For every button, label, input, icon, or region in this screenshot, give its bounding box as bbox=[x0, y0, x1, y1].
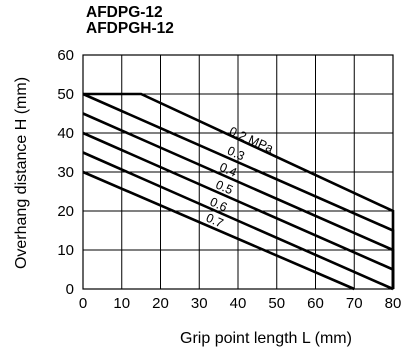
y-tick-labels: 0 10 20 30 40 50 60 bbox=[57, 47, 74, 298]
x-tick-label: 70 bbox=[346, 295, 363, 312]
x-axis-label: Grip point length L (mm) bbox=[180, 330, 352, 347]
x-tick-label: 30 bbox=[191, 295, 208, 312]
x-tick-label: 80 bbox=[385, 295, 402, 312]
series-label: 0.7 bbox=[204, 211, 226, 231]
y-tick-label: 0 bbox=[66, 281, 74, 298]
y-tick-label: 20 bbox=[57, 203, 74, 220]
series-label: 0.3 bbox=[225, 144, 247, 164]
y-tick-label: 50 bbox=[57, 86, 74, 103]
chart-title-line-1: AFDPG-12 bbox=[86, 4, 163, 21]
x-tick-label: 60 bbox=[307, 295, 324, 312]
x-tick-labels: 0 10 20 30 40 50 60 70 80 bbox=[79, 295, 402, 312]
y-tick-label: 30 bbox=[57, 164, 74, 181]
series-line-3 bbox=[82, 131, 395, 289]
chart-title-line-2: AFDPGH-12 bbox=[86, 20, 174, 37]
x-tick-label: 20 bbox=[152, 295, 169, 312]
series-label: 0.4 bbox=[217, 160, 239, 180]
x-tick-label: 0 bbox=[79, 295, 87, 312]
series-line-4 bbox=[82, 151, 394, 291]
x-tick-label: 10 bbox=[113, 295, 130, 312]
y-tick-label: 60 bbox=[57, 47, 74, 64]
series-label: 0.6 bbox=[208, 195, 230, 215]
series-line-5 bbox=[82, 170, 355, 291]
x-tick-label: 40 bbox=[230, 295, 247, 312]
series-label: 0.5 bbox=[214, 178, 236, 198]
y-axis-label: Overhang distance H (mm) bbox=[13, 77, 30, 269]
y-tick-label: 10 bbox=[57, 242, 74, 259]
series-lines bbox=[82, 92, 395, 291]
y-tick-label: 40 bbox=[57, 125, 74, 142]
x-tick-label: 50 bbox=[268, 295, 285, 312]
